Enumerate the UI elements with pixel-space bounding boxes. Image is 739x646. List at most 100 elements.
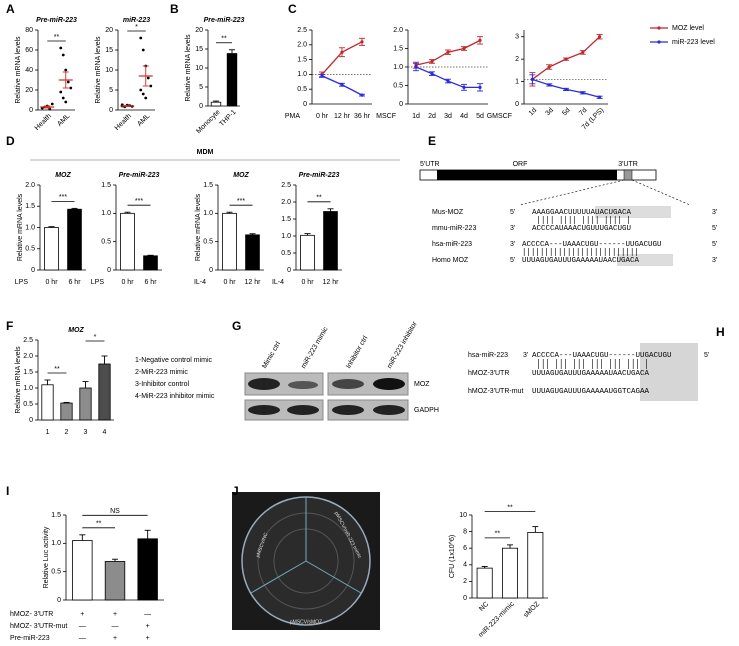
error-bar — [507, 544, 513, 549]
x-tick-label: 5d — [561, 107, 572, 118]
significance-label: ** — [316, 195, 322, 202]
chart-title: miR-223 — [123, 17, 150, 24]
chart-title: MOZ — [233, 172, 249, 179]
series-line — [321, 41, 363, 75]
y-tick-label: 0 — [463, 595, 467, 602]
panel-letter: H — [716, 325, 725, 339]
y-tick-label: 2.0 — [23, 353, 33, 360]
y-tick-label: 1.5 — [297, 56, 307, 63]
x-tick-label: AML — [56, 113, 71, 128]
y-tick-label: 8 — [463, 528, 467, 535]
y-tick-label: 1.0 — [51, 540, 61, 547]
y-tick-label: 5 — [199, 84, 203, 91]
bar — [143, 255, 158, 271]
sequence: UUUAGUGAUUUGAAAAAUAACUGACA — [532, 370, 650, 378]
y-tick-label: 1.5 — [281, 216, 291, 223]
y-tick-label: 0.5 — [51, 569, 61, 576]
y-tick-label: 1.0 — [25, 224, 35, 231]
seed-highlight — [617, 254, 673, 266]
sequence: ACCCCA---UAAACUGU------UUGACUGU — [522, 241, 662, 249]
data-point — [139, 88, 143, 92]
data-point — [530, 77, 535, 81]
data-point — [149, 84, 153, 88]
error-bar — [226, 211, 233, 214]
y-tick-label: 60 — [25, 47, 33, 54]
x-tick-label: 0 hr — [121, 279, 134, 286]
bar — [210, 101, 222, 107]
y-tick-label: 40 — [25, 67, 33, 74]
y-axis-label: Relative mRNA levels — [15, 346, 22, 414]
error-bar — [62, 80, 69, 89]
data-point — [64, 100, 68, 104]
error-bar — [62, 71, 69, 80]
y-tick-label: 0 — [287, 267, 291, 274]
strand-end: 5' — [712, 241, 717, 248]
y-tick-label: 5 — [109, 87, 113, 94]
data-point — [581, 91, 585, 95]
y-tick-label: 0 — [199, 103, 203, 110]
error-bar — [229, 49, 235, 54]
y-tick-label: 20 — [105, 27, 113, 34]
band — [373, 405, 405, 415]
site-box — [623, 169, 633, 181]
legend-text: 2-MiR-223 mimic — [135, 369, 188, 376]
y-tick-label: 0.5 — [25, 246, 35, 253]
y-tick-label: 0 — [31, 267, 35, 274]
y-tick-label: 1.5 — [51, 512, 61, 519]
sequence: ACCCCA---UAAACUGU------UUGACUGU — [532, 352, 672, 360]
x-tick-label: sMOZ — [523, 600, 542, 619]
row-name: hMOZ-3'UTR — [468, 370, 509, 377]
data-point — [598, 95, 602, 99]
orf-box — [437, 170, 617, 180]
chart-title: Pre-miR-223 — [204, 17, 245, 24]
y-tick-label: 0 — [29, 107, 33, 114]
y-tick-label: 2.5 — [281, 182, 291, 189]
chart-title: MOZ — [68, 327, 84, 334]
x-tick-label: THP-1 — [218, 109, 237, 128]
band — [287, 405, 319, 415]
y-tick-label: 0 — [399, 101, 403, 108]
x-tick-label: 3d — [444, 113, 452, 120]
significance-label: ** — [54, 366, 60, 373]
band-label: MOZ — [414, 381, 430, 388]
strand-end: 5' — [510, 209, 515, 216]
significance-label: ** — [96, 521, 102, 528]
zoom-line — [519, 179, 625, 206]
data-point — [66, 80, 70, 84]
data-point — [446, 50, 450, 54]
data-point — [430, 59, 434, 64]
legend-text: 1-Negative control mimic — [135, 357, 213, 364]
x-tick-label: 12 hr — [245, 279, 262, 286]
legend-marker — [657, 40, 661, 44]
y-axis-label: Relative mRNA levels — [195, 193, 202, 261]
x-tick-label: 3 — [84, 429, 88, 436]
bar — [44, 227, 59, 271]
data-point — [478, 38, 482, 42]
error-bar — [44, 105, 51, 107]
x-tick-label: 3d — [544, 107, 555, 118]
x-tick-label: 2 — [65, 429, 69, 436]
significance-label: NS — [110, 508, 120, 515]
legend-label: MOZ level — [672, 25, 704, 32]
bar — [137, 538, 158, 601]
panel-letter: F — [6, 319, 13, 333]
bar — [104, 561, 126, 601]
data-point — [598, 35, 602, 39]
chart-title: Pre-miR-223 — [119, 172, 160, 179]
x-tick-label: 4 — [103, 429, 107, 436]
chart-title: MOZ — [55, 172, 71, 179]
x-tick-label: 7d — [578, 107, 589, 118]
y-tick-label: 0 — [57, 597, 61, 604]
data-point — [478, 85, 482, 89]
y-tick-label: 0 — [29, 417, 33, 424]
error-bar — [63, 401, 70, 404]
sequence: UUUAGUGAUUUGAAAAAUGGTCAGAA — [532, 388, 650, 396]
row-name: Homo MOZ — [432, 257, 469, 264]
bar — [501, 547, 518, 599]
bar — [527, 532, 544, 599]
y-tick-label: 2 — [515, 56, 519, 63]
row-name: hsa-miR-223 — [468, 352, 508, 359]
y-tick-label: 6 — [463, 545, 467, 552]
x-tick-label: 1 — [46, 429, 50, 436]
